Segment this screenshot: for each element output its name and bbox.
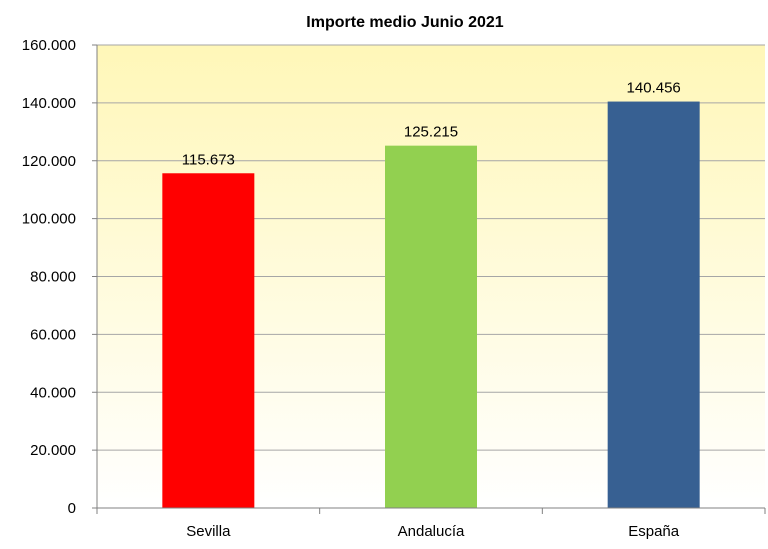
bar-españa: [607, 101, 700, 508]
y-tick-label: 120.000: [22, 153, 76, 170]
data-label: 140.456: [627, 80, 681, 97]
y-tick-label: 0: [68, 500, 76, 517]
data-label: 115.673: [182, 151, 235, 168]
data-label: 125.215: [404, 124, 458, 141]
x-tick-label: Sevilla: [186, 523, 231, 540]
x-axis: Sevilla Andalucía España: [96, 45, 766, 540]
bars: [162, 101, 700, 509]
data-labels: 115.673 125.215 140.456: [182, 80, 681, 169]
y-axis-ticks: 0 20.000 40.000 60.000 80.000 100.000 120.000 1…: [22, 37, 97, 517]
y-tick-label: 20.000: [30, 442, 76, 459]
chart-title: Importe medio Junio 2021: [306, 14, 503, 31]
y-tick-label: 160.000: [22, 37, 76, 54]
y-tick-label: 60.000: [30, 326, 76, 343]
y-tick-label: 40.000: [30, 384, 76, 401]
y-tick-label: 80.000: [30, 269, 76, 286]
x-tick-label: España: [628, 523, 680, 540]
y-tick-label: 140.000: [22, 95, 76, 112]
bar-andalucía: [385, 145, 477, 508]
x-tick-label: Andalucía: [398, 523, 465, 540]
y-tick-label: 100.000: [22, 211, 76, 228]
bar-sevilla: [162, 173, 255, 509]
